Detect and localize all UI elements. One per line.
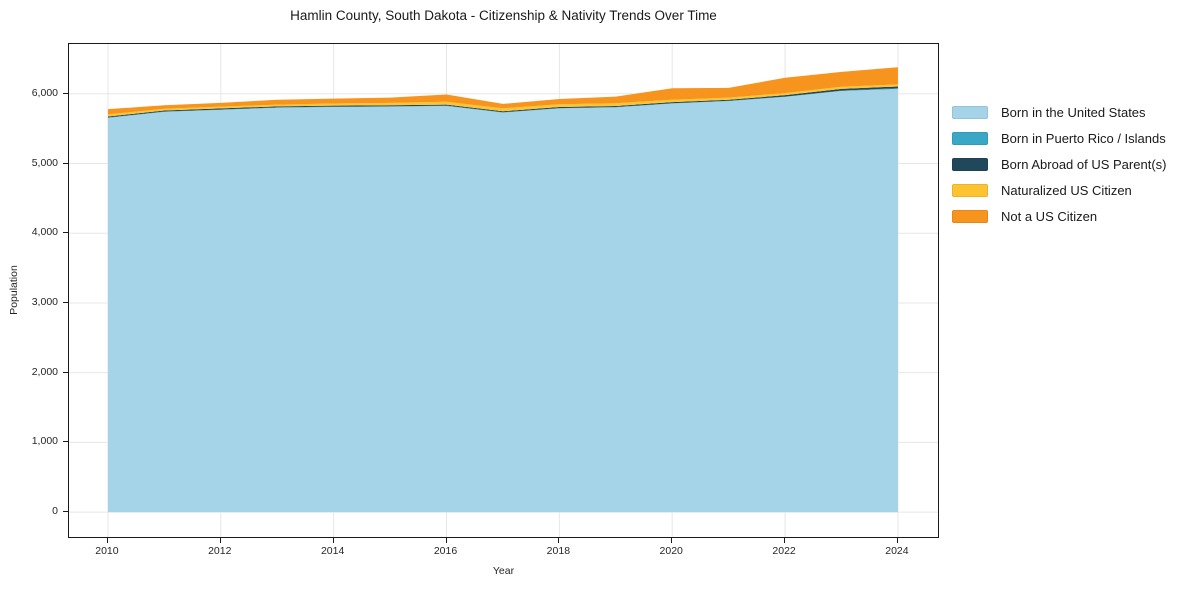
y-tick-mark [63,232,68,234]
legend-swatch-icon [952,184,988,197]
x-axis-label: Year [492,565,515,577]
y-tick-mark [63,162,68,164]
x-tick-label: 2022 [772,545,796,557]
y-tick-label: 1,000 [31,435,58,448]
y-tick-mark [63,301,68,303]
x-tick-label: 2012 [208,545,232,557]
x-tick-mark [106,538,108,543]
legend-swatch-icon [952,158,988,171]
legend-item: Naturalized US Citizen [952,183,1166,198]
area-series-3 [107,84,898,117]
legend-label: Born in the United States [1001,105,1146,120]
y-tick-mark [63,92,68,94]
y-tick-mark [63,371,68,373]
legend-swatch-icon [952,106,988,119]
x-tick-mark [332,538,334,543]
y-tick-mark [63,441,68,443]
x-tick-label: 2024 [885,545,909,557]
legend: Born in the United States Born in Puerto … [952,105,1166,224]
legend-label: Born in Puerto Rico / Islands [1001,131,1166,146]
legend-item: Born in the United States [952,105,1166,120]
legend-swatch-icon [952,210,988,223]
x-tick-label: 2016 [433,545,458,557]
x-tick-mark [784,538,786,543]
y-tick-label: 2,000 [31,365,58,378]
x-tick-mark [671,538,673,543]
y-tick-label: 5,000 [31,156,58,169]
y-tick-label: 4,000 [31,226,58,239]
plot-area [68,43,939,538]
legend-label: Born Abroad of US Parent(s) [1001,157,1167,172]
x-tick-mark [558,538,560,543]
y-tick-label: 6,000 [31,86,58,99]
x-tick-mark [219,538,221,543]
chart-title: Hamlin County, South Dakota - Citizenshi… [290,8,717,23]
legend-swatch-icon [952,132,988,145]
legend-label: Naturalized US Citizen [1001,183,1132,198]
y-axis-label: Population [8,265,20,315]
legend-item: Not a US Citizen [952,209,1166,224]
y-tick-label: 3,000 [31,295,58,308]
stacked-area-chart [69,44,938,537]
legend-item: Born Abroad of US Parent(s) [952,157,1166,172]
area-series-0 [107,88,898,513]
x-tick-mark [896,538,898,543]
x-tick-label: 2018 [546,545,571,557]
x-tick-mark [445,538,447,543]
x-tick-label: 2010 [95,545,119,557]
y-tick-mark [63,511,68,513]
x-tick-label: 2020 [659,545,683,557]
legend-label: Not a US Citizen [1001,209,1098,224]
area-series-2 [107,86,898,118]
legend-item: Born in Puerto Rico / Islands [952,131,1166,146]
y-tick-label: 0 [52,505,58,518]
x-tick-label: 2014 [320,545,345,557]
area-series-4 [107,67,898,115]
